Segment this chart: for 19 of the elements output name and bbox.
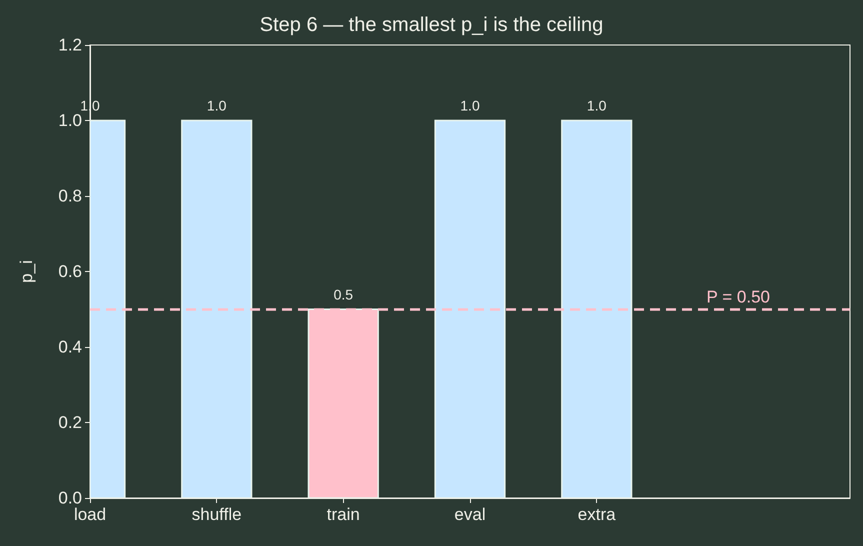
y-axis-title: p_i: [17, 260, 36, 283]
y-tick-label: 0.4: [58, 338, 82, 356]
y-tick-label: 0.2: [58, 413, 82, 432]
chart-title: Step 6 — the smallest p_i is the ceiling: [260, 14, 604, 36]
y-tick-label: 0.6: [58, 262, 82, 281]
data-label: 0.5: [334, 286, 354, 302]
y-tick-label: 1.0: [58, 111, 82, 130]
y-tick-label: 0.0: [58, 488, 82, 508]
x-tick-label: load: [74, 505, 106, 524]
x-tick-label: extra: [578, 505, 616, 524]
y-tick-label: 1.2: [58, 36, 82, 54]
data-label: 1.0: [586, 98, 607, 114]
x-tick-label: eval: [454, 505, 486, 524]
x-tick-label: shuffle: [192, 505, 242, 524]
y-tick-label: 0.8: [58, 186, 82, 206]
ref-line-label: P = 0.50: [706, 287, 770, 306]
x-tick-label: train: [326, 505, 360, 524]
data-label: 1.0: [206, 98, 227, 114]
data-label: 1.0: [460, 98, 480, 114]
